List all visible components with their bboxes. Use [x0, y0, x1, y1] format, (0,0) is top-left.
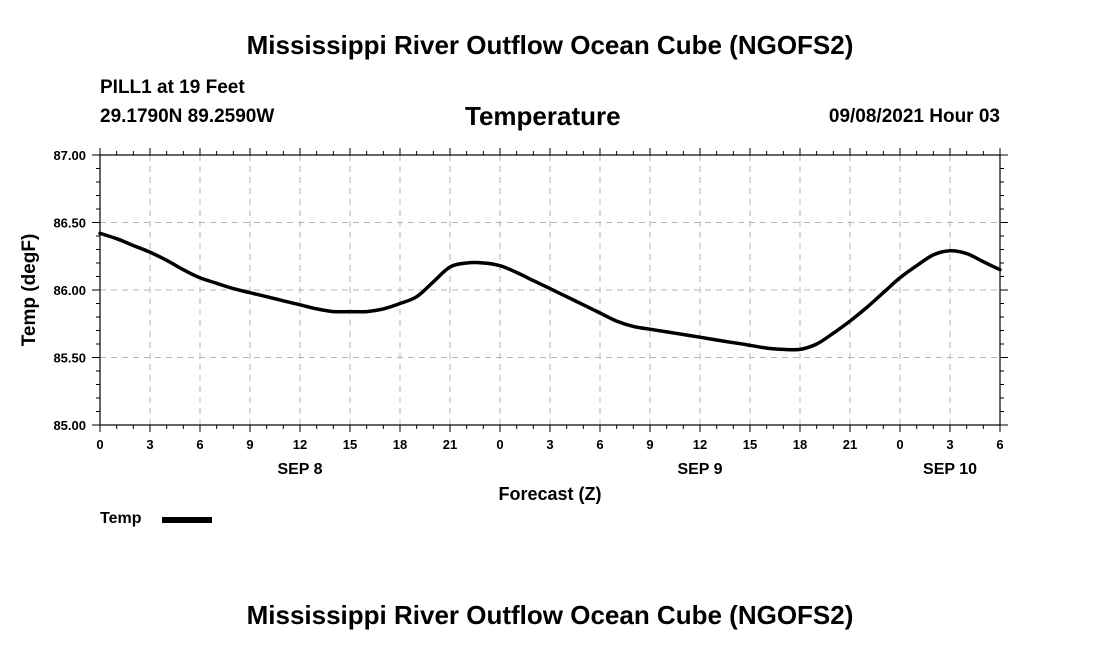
variable-title: Temperature: [465, 101, 621, 131]
y-tick-label: 87.00: [53, 148, 86, 163]
x-tick-label: 21: [843, 437, 857, 452]
x-tick-label: 12: [693, 437, 707, 452]
x-tick-label: 18: [393, 437, 407, 452]
x-tick-label: 3: [546, 437, 553, 452]
x-axis-title: Forecast (Z): [498, 484, 601, 504]
legend-line-swatch: [162, 517, 212, 523]
y-axis-title: Temp (degF): [19, 234, 40, 347]
chart-footer-title: Mississippi River Outflow Ocean Cube (NG…: [246, 600, 854, 630]
x-tick-label: 6: [596, 437, 603, 452]
y-tick-label: 86.50: [53, 216, 86, 231]
x-tick-label: 3: [146, 437, 153, 452]
x-tick-label: 21: [443, 437, 457, 452]
x-tick-label: 0: [96, 437, 103, 452]
x-tick-label: 12: [293, 437, 307, 452]
x-tick-label: 6: [196, 437, 203, 452]
legend-label: Temp: [100, 510, 142, 527]
x-tick-label: 18: [793, 437, 807, 452]
station-label: PILL1 at 19 Feet: [100, 77, 245, 98]
plot-frame: [99, 154, 1001, 426]
forecast-datetime: 09/08/2021 Hour 03: [828, 106, 1000, 127]
station-coordinates: 29.1790N 89.2590W: [100, 106, 275, 127]
series-line-temp: [98, 231, 1002, 352]
chart-main-title: Mississippi River Outflow Ocean Cube (NG…: [246, 30, 854, 60]
y-tick-label: 85.00: [53, 418, 86, 433]
x-tick-label: 15: [343, 437, 357, 452]
x-tick-label: 0: [496, 437, 503, 452]
x-tick-label: 15: [743, 437, 757, 452]
x-day-label: SEP 9: [677, 461, 722, 478]
x-day-label: SEP 8: [277, 461, 322, 478]
x-tick-label: 9: [246, 437, 253, 452]
x-tick-label: 9: [646, 437, 653, 452]
y-tick-label: 85.50: [53, 351, 86, 366]
x-tick-label: 3: [946, 437, 953, 452]
y-tick-label: 86.00: [53, 283, 86, 298]
x-day-label: SEP 10: [923, 461, 977, 478]
x-tick-label: 0: [896, 437, 903, 452]
x-tick-label: 6: [996, 437, 1003, 452]
